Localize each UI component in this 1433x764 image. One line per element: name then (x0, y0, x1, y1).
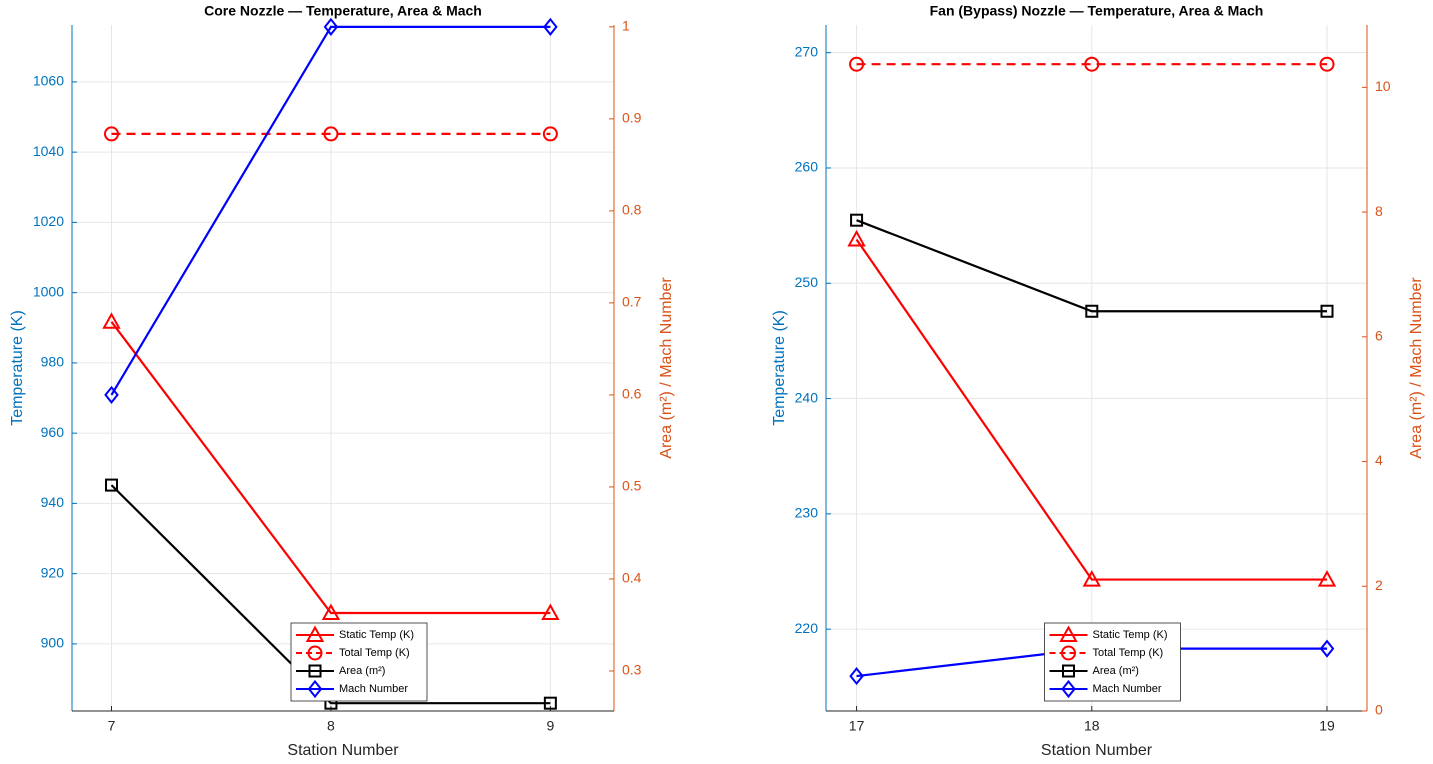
y2-tick-label: 10 (1375, 78, 1391, 94)
series-line (110, 25, 551, 396)
marker (850, 213, 864, 227)
y-tick-label: 250 (795, 274, 819, 290)
marker (1320, 304, 1334, 318)
y2-tick-label: 4 (1375, 452, 1383, 468)
marker (542, 126, 558, 142)
legend: Static Temp (K) Total Temp (K) Area (m²) Ma… (290, 622, 428, 702)
marker (1319, 56, 1335, 72)
legend-label: Area (m²) (1093, 665, 1139, 677)
marker (543, 17, 558, 36)
x-tick-label: 9 (546, 718, 554, 734)
y2-tick-label: 0.9 (622, 110, 642, 126)
y-tick-label: 980 (41, 354, 65, 370)
x-tick-label: 7 (108, 718, 116, 734)
y-tick-label: 260 (795, 159, 819, 175)
y2-tick-label: 8 (1375, 203, 1383, 219)
legend-label: Total Temp (K) (339, 647, 410, 659)
marker (1085, 304, 1099, 318)
y2-tick-label: 0 (1375, 702, 1383, 718)
marker (1062, 664, 1075, 678)
marker (307, 679, 323, 699)
y-tick-label: 960 (41, 424, 65, 440)
marker (305, 625, 325, 642)
y2-tick-label: 0.8 (622, 202, 642, 218)
marker (1059, 625, 1078, 642)
marker (1082, 570, 1101, 587)
y2-axis-label: Area (m²) / Mach Number (658, 277, 675, 459)
marker (543, 696, 557, 710)
y2-tick-label: 0.5 (622, 478, 642, 494)
marker (102, 312, 121, 329)
marker (321, 603, 341, 620)
y-axis-label: Temperature (K) (9, 310, 26, 426)
y-tick-label: 920 (41, 564, 65, 580)
chart-title: Core Nozzle — Temperature, Area & Mach (204, 3, 482, 19)
marker (104, 478, 118, 492)
y-tick-label: 270 (795, 43, 819, 59)
legend-label: Mach Number (1093, 683, 1162, 695)
legend: Static Temp (K) Total Temp (K) Area (m²) Ma… (1044, 622, 1181, 702)
marker (1061, 645, 1076, 661)
chart-title: Fan (Bypass) Nozzle — Temperature, Area … (930, 3, 1264, 19)
marker (104, 385, 119, 405)
legend-label: Static Temp (K) (1093, 629, 1168, 641)
x-tick-label: 18 (1084, 718, 1100, 734)
legend-label: Mach Number (339, 683, 408, 695)
marker (541, 603, 560, 620)
marker (847, 229, 866, 247)
series-line (856, 219, 1328, 313)
x-axis-label: Station Number (1041, 742, 1153, 759)
x-axis-label: Station Number (287, 742, 399, 759)
legend-label: Static Temp (K) (339, 629, 414, 641)
legend-label: Total Temp (K) (1093, 647, 1164, 659)
marker (323, 17, 339, 36)
y-tick-label: 240 (795, 389, 819, 405)
x-tick-label: 19 (1319, 718, 1335, 734)
y-tick-label: 940 (41, 494, 65, 510)
legend-label: Area (m²) (339, 665, 385, 677)
y2-tick-label: 0.6 (622, 386, 642, 402)
marker (1084, 56, 1100, 72)
x-tick-label: 17 (849, 718, 865, 734)
y-tick-label: 900 (41, 635, 65, 651)
y-tick-label: 1060 (33, 73, 64, 89)
marker (1319, 639, 1335, 658)
y2-tick-label: 0.3 (622, 662, 642, 678)
y-axis-label: Temperature (K) (771, 310, 788, 426)
y2-axis-label: Area (m²) / Mach Number (1408, 277, 1425, 459)
series-line (855, 238, 1328, 581)
marker (1061, 679, 1076, 699)
y-tick-label: 1000 (33, 283, 64, 299)
marker (103, 126, 119, 142)
y-tick-label: 1040 (33, 143, 64, 159)
marker (308, 664, 322, 678)
marker (849, 56, 865, 72)
marker (307, 645, 323, 661)
marker (1317, 570, 1337, 587)
y2-tick-label: 6 (1375, 328, 1383, 344)
y2-tick-label: 1 (622, 18, 630, 34)
y2-tick-label: 2 (1375, 577, 1383, 593)
x-tick-label: 8 (327, 718, 335, 734)
y-tick-label: 1020 (33, 213, 64, 229)
y-tick-label: 220 (795, 620, 819, 636)
y2-tick-label: 0.7 (622, 294, 642, 310)
y-tick-label: 230 (795, 505, 819, 521)
y2-tick-label: 0.4 (622, 570, 642, 586)
marker (849, 666, 864, 686)
series-line (110, 321, 551, 615)
marker (323, 126, 339, 142)
series-line (110, 484, 551, 705)
